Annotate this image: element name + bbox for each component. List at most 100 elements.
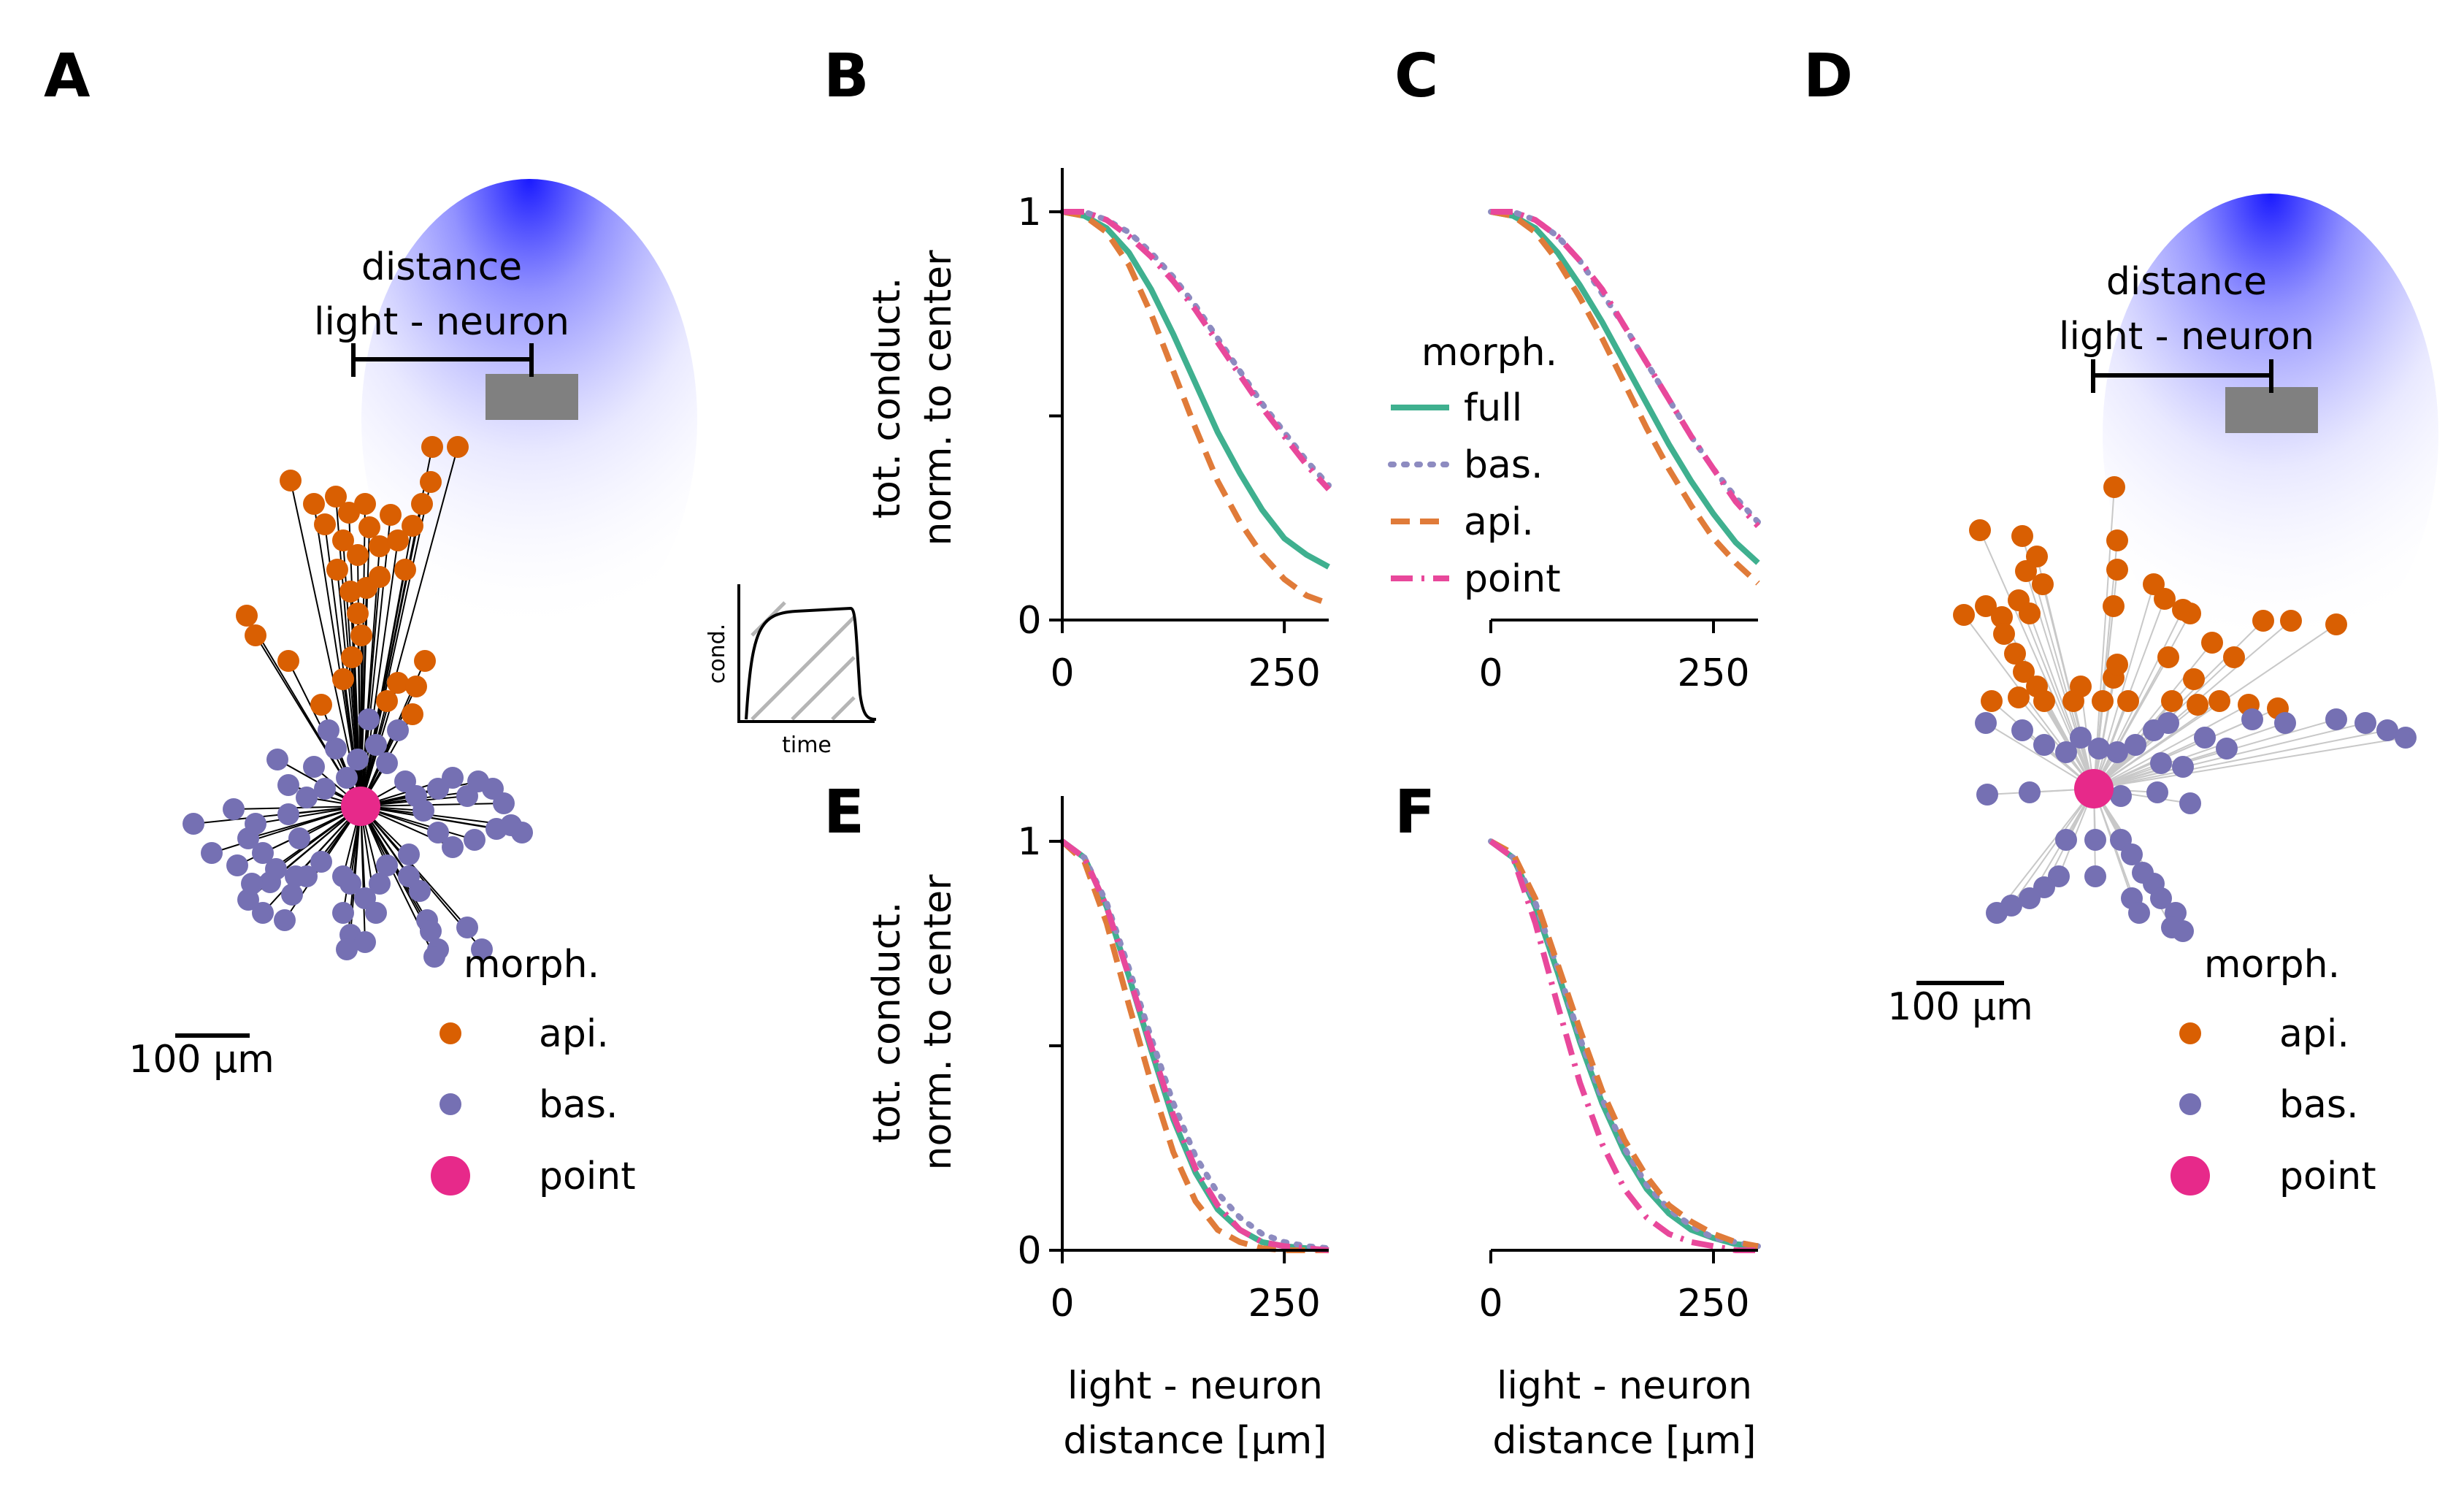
dendrite-branch	[2093, 722, 2286, 789]
apical-marker	[325, 486, 347, 508]
series-line-point-b	[1062, 209, 1331, 491]
y-tick-label-e: 0	[1017, 1229, 1041, 1273]
basal-marker	[412, 800, 434, 822]
apical-marker	[387, 672, 409, 694]
apical-marker	[2252, 610, 2274, 632]
basal-marker	[265, 858, 287, 880]
apical-marker	[2179, 602, 2201, 624]
apical-marker	[2106, 529, 2128, 551]
legend-label-point: point	[2279, 1155, 2376, 1198]
apical-marker	[314, 513, 336, 535]
basal-marker	[2325, 708, 2347, 730]
basal-marker	[303, 756, 325, 778]
basal-marker	[2019, 887, 2041, 909]
basal-marker	[2157, 712, 2179, 734]
series-line-full-b	[1062, 209, 1330, 570]
apical-marker	[347, 544, 369, 566]
y-tick-label-e: 1	[1017, 820, 1041, 864]
series-line-point-e	[1060, 838, 1329, 1253]
basal-marker	[427, 822, 449, 843]
apical-marker	[402, 703, 423, 725]
basal-marker	[274, 909, 296, 931]
basal-marker	[201, 842, 223, 864]
apical-marker	[350, 624, 372, 646]
apical-marker	[405, 676, 427, 697]
basal-marker	[2395, 727, 2417, 749]
apical-marker	[2106, 559, 2128, 581]
scale-bar-label: 100 µm	[1887, 985, 2033, 1029]
basal-marker	[223, 798, 245, 820]
apical-marker	[394, 559, 416, 581]
apical-marker	[2208, 690, 2230, 712]
basal-marker	[1975, 712, 1997, 734]
basal-marker	[485, 818, 507, 840]
basal-marker	[241, 873, 263, 895]
apical-marker	[411, 493, 433, 515]
apical-markers	[1953, 476, 2347, 719]
distance-label-line1: distance	[361, 245, 522, 289]
apical-marker	[245, 624, 266, 646]
chart-panel-c: 0 250	[1478, 209, 1761, 695]
basal-marker	[2110, 785, 2132, 807]
apical-marker	[2280, 610, 2302, 632]
apical-marker	[2103, 595, 2125, 617]
series-line-full-c	[1490, 209, 1760, 565]
ylabel-top-line1: tot. conduct.	[865, 278, 909, 519]
dendrite-branch	[2018, 600, 2095, 789]
legend-marker-bas	[440, 1093, 461, 1115]
legend-label-api: api.	[2279, 1012, 2349, 1056]
dendrite-branch	[342, 678, 361, 807]
basal-marker	[2274, 712, 2296, 734]
basal-marker	[266, 749, 288, 770]
dendrite-branch	[2093, 642, 2213, 789]
curve-legend-label-full: full	[1464, 386, 1522, 430]
inset-xlabel: time	[782, 732, 832, 758]
apical-marker	[376, 690, 398, 712]
apical-marker	[2032, 573, 2054, 595]
basal-marker	[2011, 719, 2033, 741]
basal-marker	[409, 880, 431, 902]
basal-marker	[2172, 920, 2194, 942]
basal-marker	[1976, 784, 1998, 806]
neuron-diagram-reduced: distance light - neuron 100 µm morph. ap…	[1887, 194, 2438, 1198]
basal-marker	[314, 778, 336, 800]
distance-label-line2: light - neuron	[2059, 315, 2314, 359]
dendrite-branch	[360, 587, 367, 807]
basal-marker	[2055, 829, 2077, 851]
apical-marker	[402, 515, 423, 537]
basal-marker	[252, 842, 274, 864]
basal-marker	[2146, 781, 2168, 803]
apical-marker	[2092, 690, 2114, 712]
series-line-point-c	[1491, 209, 1760, 529]
curve-legend: morph. full bas. api. point	[1388, 331, 1561, 601]
basal-marker	[2128, 902, 2150, 924]
legend-label-api: api.	[539, 1012, 609, 1056]
apical-marker	[358, 516, 380, 538]
light-source	[485, 374, 578, 420]
apical-marker	[447, 436, 469, 458]
apical-marker	[2008, 686, 2030, 708]
basal-marker	[325, 738, 347, 760]
panel-label-b: B	[824, 42, 870, 111]
distance-label-line1: distance	[2106, 260, 2267, 304]
dendrite-branch	[2093, 700, 2220, 789]
scale-bar-label: 100 µm	[128, 1038, 275, 1082]
basal-marker	[336, 767, 358, 789]
xlabel-e-line2: distance [µm]	[1063, 1419, 1327, 1463]
legend-marker-api	[440, 1022, 461, 1044]
apical-marker	[354, 493, 376, 515]
basal-marker	[2019, 781, 2041, 803]
chart-panel-e: 0 250 0 1	[1017, 796, 1332, 1325]
curve-legend-title: morph.	[1421, 331, 1557, 375]
ylabel-bottom-line1: tot. conduct.	[865, 902, 909, 1143]
legend-marker-api	[2179, 1022, 2201, 1044]
xlabel-e-line1: light - neuron	[1067, 1364, 1323, 1408]
dendrite-branch	[2093, 704, 2249, 789]
basal-marker	[2125, 734, 2146, 756]
inset-curve	[745, 606, 877, 721]
curve-legend-label-point: point	[1464, 557, 1561, 601]
basal-marker	[2216, 738, 2238, 760]
basal-marker	[2070, 727, 2092, 749]
legend-label-point: point	[539, 1155, 636, 1198]
basal-marker	[442, 836, 464, 858]
